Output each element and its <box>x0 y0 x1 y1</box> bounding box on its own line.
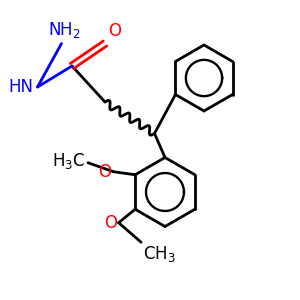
Text: CH$_3$: CH$_3$ <box>142 244 176 264</box>
Text: O: O <box>104 214 117 232</box>
Text: O: O <box>108 22 121 40</box>
Text: NH$_2$: NH$_2$ <box>48 20 81 40</box>
Text: H$_3$C: H$_3$C <box>52 151 86 171</box>
Text: HN: HN <box>8 78 33 96</box>
Text: O: O <box>98 163 111 181</box>
